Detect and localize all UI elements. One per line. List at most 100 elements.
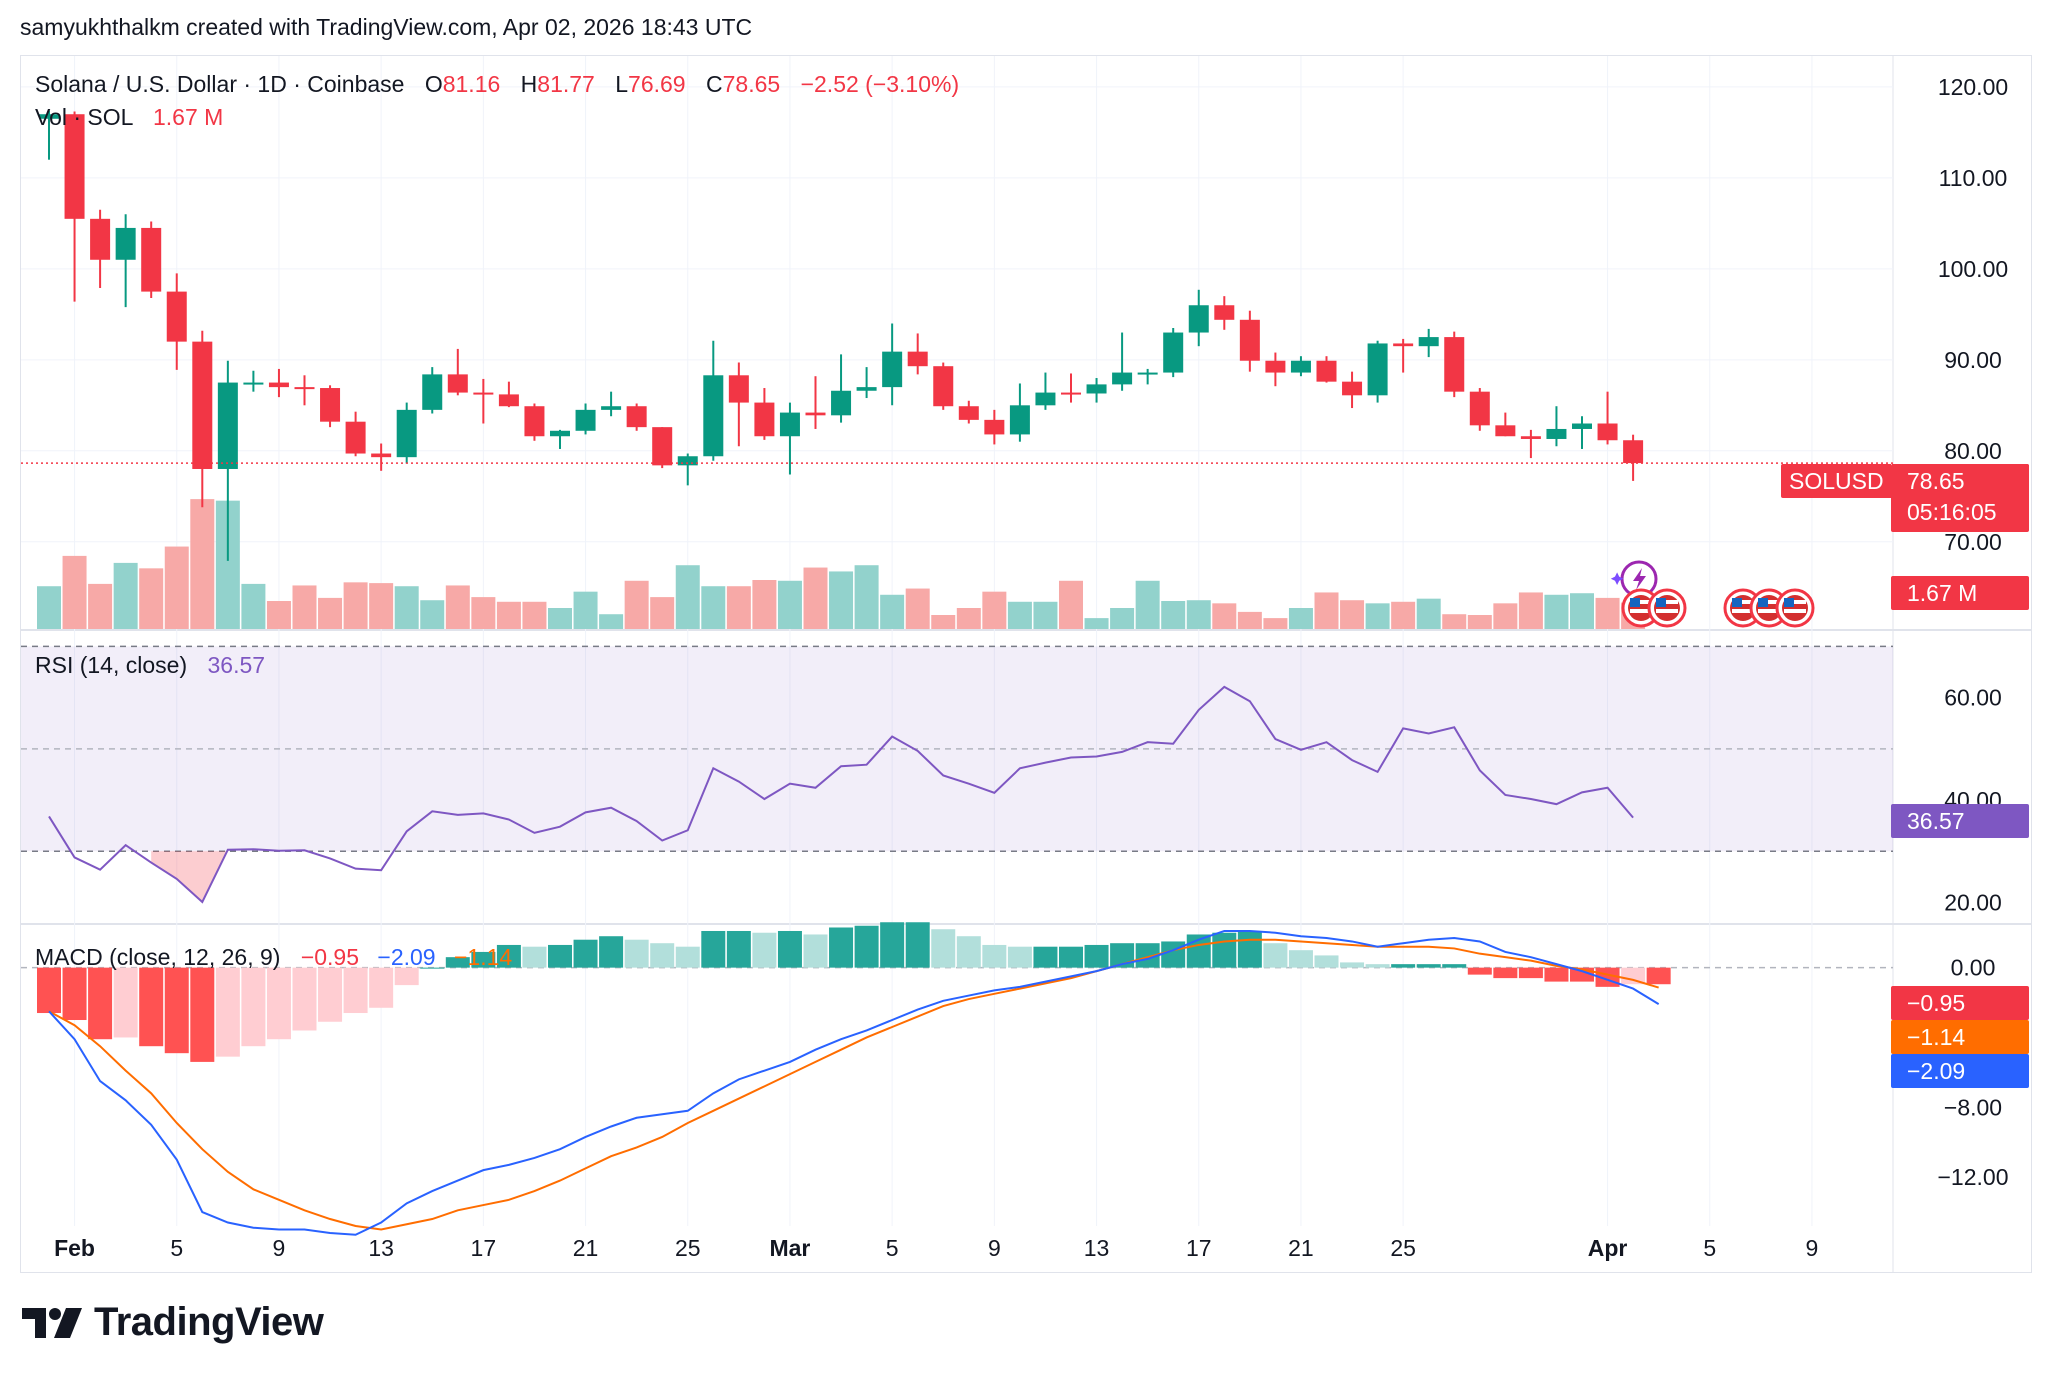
macd-histogram-bar: [1237, 930, 1262, 968]
macd-histogram-bar: [982, 944, 1007, 968]
candle-body: [550, 430, 570, 437]
candle-body: [677, 456, 698, 466]
candle-body: [345, 421, 366, 454]
volume-bar: [803, 567, 828, 629]
legend-close-label: C: [706, 71, 723, 97]
macd-histogram-bar: [650, 943, 675, 968]
volume-bar: [496, 601, 521, 629]
candle: [371, 443, 392, 471]
price-tag: SOLUSD 78.65 05:16:05: [1781, 464, 2029, 532]
candle: [575, 403, 596, 435]
macd-histogram-bar: [931, 929, 956, 968]
candle: [1342, 371, 1363, 409]
legend-rsi-value: 36.57: [208, 652, 266, 678]
volume-bar: [522, 601, 547, 629]
macd-histogram-bar: [548, 944, 572, 968]
rsi-tag: 36.57: [1891, 804, 2029, 838]
candle: [856, 367, 877, 399]
macd-pane: [21, 922, 1893, 1236]
lightning-event-icon[interactable]: [1610, 560, 1658, 598]
us-flag-event-icon[interactable]: [1775, 588, 1815, 628]
volume-bar: [1110, 608, 1135, 629]
rsi-tag-value: 36.57: [1907, 808, 1965, 834]
macd-histogram-bar: [854, 925, 879, 968]
legend-low: 76.69: [628, 71, 686, 97]
candle-body: [1112, 372, 1133, 385]
macd-histogram-bar: [1416, 964, 1441, 968]
candle: [652, 427, 673, 469]
candle-body: [524, 406, 545, 437]
candle: [320, 385, 341, 428]
candle: [498, 381, 519, 408]
volume-bar: [599, 614, 624, 629]
legend-volume-value: 1.67 M: [153, 104, 223, 130]
candle: [550, 429, 570, 449]
volume-bar: [1442, 614, 1467, 629]
macd-histogram-bar: [241, 967, 266, 1047]
candle: [447, 348, 468, 396]
macd-histogram-bar: [1161, 941, 1186, 968]
legend-macd-line: −2.09: [377, 944, 435, 970]
macd-histogram-bar: [394, 967, 419, 986]
candle: [907, 333, 928, 375]
candle-body: [268, 382, 289, 388]
candle-body: [907, 351, 928, 367]
candle: [754, 388, 775, 440]
macd-tag-macd: −2.09: [1907, 1058, 1965, 1084]
candle: [1444, 331, 1465, 398]
candle-body: [1546, 428, 1567, 439]
legend-symbol: Solana / U.S. Dollar · 1D · Coinbase: [35, 71, 404, 97]
macd-histogram-bar: [1033, 946, 1058, 968]
chart-frame[interactable]: 120.00 110.00 100.00 90.00 80.00 70.00 Feb 5 9 13…: [20, 55, 2032, 1273]
candle: [1265, 352, 1286, 387]
candle: [984, 409, 1005, 445]
candle: [882, 323, 903, 406]
candle: [166, 273, 187, 370]
macd-histogram-bar: [1340, 962, 1365, 968]
candle: [524, 403, 545, 441]
time-tick-label: 17: [1186, 1235, 1212, 1261]
candles: [21, 110, 1893, 561]
macd-histogram-bar: [1621, 967, 1646, 985]
macd-tick-label: −8.00: [1944, 1094, 2002, 1120]
candle: [1572, 416, 1592, 449]
candle-body: [1214, 305, 1235, 320]
volume-bar: [624, 580, 649, 629]
macd-histogram-bar: [1493, 967, 1518, 979]
volume-bar: [62, 555, 87, 629]
candle-body: [1188, 305, 1209, 333]
us-flag-event-icon[interactable]: [1647, 588, 1687, 628]
macd-histogram-bar: [1314, 955, 1339, 968]
candle-body: [882, 351, 903, 388]
volume-bar: [829, 571, 854, 629]
candle: [345, 411, 366, 457]
legend-main: Solana / U.S. Dollar · 1D · Coinbase O81…: [35, 71, 959, 97]
candle: [1188, 289, 1209, 347]
volume-bar: [1007, 601, 1032, 629]
volume-bar: [1365, 603, 1390, 629]
candle: [1112, 332, 1133, 391]
time-tick-label: 13: [1084, 1235, 1110, 1261]
macd-histogram-bar: [777, 930, 802, 968]
time-tick-label: 13: [368, 1235, 394, 1261]
macd-tags: −0.95 −1.14 −2.09: [1891, 986, 2029, 1088]
candle: [831, 354, 852, 423]
macd-histogram-bar: [1646, 967, 1671, 985]
volume-bar: [701, 586, 726, 629]
candle-body: [652, 427, 673, 466]
candle: [141, 221, 162, 298]
candle: [1061, 373, 1081, 403]
price-tag-price: 78.65: [1907, 468, 1965, 494]
candle: [1393, 338, 1414, 373]
macd-histogram-bar: [318, 967, 343, 1022]
volume-bar: [420, 600, 445, 629]
time-tick-label: 5: [886, 1235, 899, 1261]
macd-histogram-bar: [1084, 944, 1109, 968]
candle-body: [958, 406, 979, 420]
volume-bar: [318, 597, 343, 629]
macd-histogram-bar: [522, 946, 547, 968]
candle: [626, 403, 647, 431]
candle: [115, 214, 136, 308]
volume-bar: [1033, 601, 1058, 629]
